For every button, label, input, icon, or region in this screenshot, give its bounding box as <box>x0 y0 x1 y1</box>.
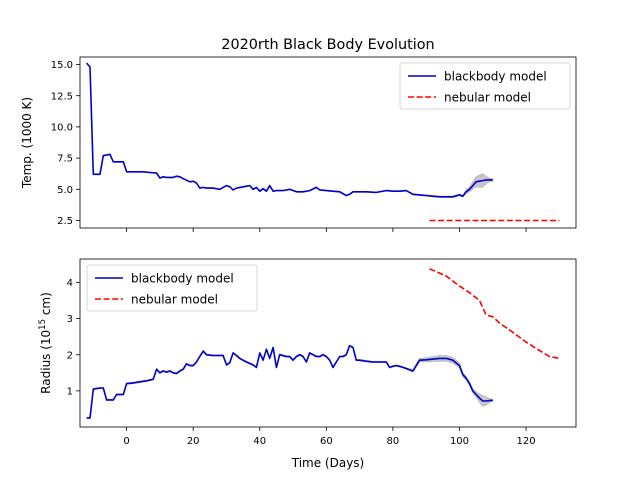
temperature-y-tick-label: 10.0 <box>51 122 73 133</box>
x-tick-label: 100 <box>450 436 469 447</box>
radius-nebular-line <box>429 268 560 360</box>
chart-title: 2020rth Black Body Evolution <box>221 37 434 53</box>
time-axis-label: Time (Days) <box>291 456 365 470</box>
radius-legend: blackbody model nebular model <box>86 264 258 312</box>
temperature-y-tick-label: 12.5 <box>51 91 73 102</box>
temperature-legend: blackbody model nebular model <box>399 62 571 110</box>
radius-axis-label-unit: cm) <box>39 292 53 319</box>
temperature-y-tick-label: 5.0 <box>57 185 73 196</box>
radius-y-tick-label: 1 <box>67 386 73 397</box>
temperature-y-tick-label: 15.0 <box>51 60 73 71</box>
temperature-axis-label: Temp. (1000 K) <box>20 97 34 189</box>
temperature-y-tick-label: 2.5 <box>57 216 73 227</box>
temperature-panel: 2.5 5.0 7.5 10.0 12.5 15.0 blackbody model nebu… <box>51 56 577 232</box>
radius-y-tick-label: 4 <box>67 278 73 289</box>
x-tick-label: 120 <box>517 436 536 447</box>
x-tick-label: 0 <box>123 436 129 447</box>
temperature-panel-frame <box>79 56 577 229</box>
radius-blackbody-line <box>86 344 493 419</box>
temperature-legend-box <box>399 62 571 110</box>
temperature-legend-label: nebular model <box>444 91 531 105</box>
x-tick-label: 60 <box>320 436 333 447</box>
radius-legend-label: blackbody model <box>131 272 234 286</box>
radius-axis-label: Radius (1015 cm) <box>38 292 53 394</box>
x-tick-label: 40 <box>253 436 266 447</box>
x-tick-label: 20 <box>187 436 200 447</box>
radius-legend-label: nebular model <box>131 293 218 307</box>
radius-y-tick-label: 3 <box>67 314 73 325</box>
radius-y-tick-label: 2 <box>67 350 73 361</box>
temperature-legend-label: blackbody model <box>444 70 547 84</box>
radius-axis-label-exponent: 15 <box>38 319 48 330</box>
radius-panel-frame <box>79 258 577 428</box>
temperature-y-tick-label: 7.5 <box>57 154 73 165</box>
x-tick-label: 80 <box>387 436 400 447</box>
radius-legend-box <box>86 264 258 312</box>
radius-axis-label-main: Radius (10 <box>39 330 53 394</box>
temperature-blackbody-line <box>86 62 493 198</box>
radius-panel: 0 20 40 60 80 100 120 1 2 3 4 blackbody model nebula… <box>67 258 577 447</box>
